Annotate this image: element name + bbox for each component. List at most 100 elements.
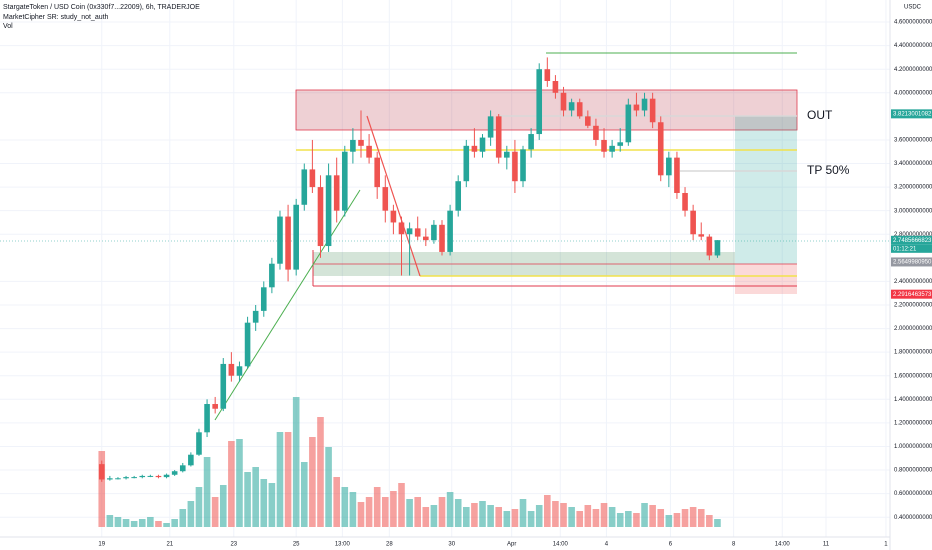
candle-body: [544, 69, 551, 81]
candle-body: [155, 475, 162, 478]
x-tick-label: 1: [884, 542, 888, 548]
volume-bar: [657, 509, 665, 527]
candle-body: [512, 151, 518, 182]
annotation: TP 50%: [807, 163, 850, 177]
candle-body: [188, 454, 194, 466]
volume-layer: [98, 397, 721, 527]
y-tick-label: 3.4000000000: [894, 161, 932, 167]
candle-body: [487, 116, 494, 138]
candle-body: [123, 477, 129, 479]
candle-body: [560, 92, 567, 111]
volume-bar: [641, 503, 648, 527]
candle-body: [536, 69, 543, 135]
volume-bar: [138, 519, 146, 527]
candle-body: [528, 134, 534, 150]
volume-bar: [114, 517, 122, 527]
candle-body: [131, 477, 137, 479]
volume-bar: [236, 439, 243, 527]
trend-line: [366, 115, 421, 277]
candle-body: [325, 175, 332, 247]
volume-bar: [454, 499, 462, 527]
candle-body: [633, 104, 640, 111]
volume-bar: [398, 483, 405, 527]
volume-bar: [673, 513, 681, 527]
y-tick-label: 1.6000000000: [894, 373, 932, 379]
candle-body: [431, 224, 437, 241]
candle-body: [171, 471, 178, 475]
candle-body: [479, 137, 486, 152]
volume-bar: [463, 507, 470, 527]
volume-bar: [155, 521, 162, 527]
candle-body: [666, 157, 672, 176]
candle-body: [617, 142, 624, 146]
volume-bar: [471, 503, 478, 527]
candle-body: [398, 222, 405, 235]
x-tick-label: 11: [823, 542, 830, 548]
candle-body: [147, 475, 154, 477]
x-tick-label: 21: [166, 542, 173, 548]
candle-body: [374, 157, 380, 188]
indicator-label: Vol: [3, 23, 13, 30]
candle-body: [455, 181, 462, 211]
candle-body: [228, 363, 235, 376]
candle-body: [252, 310, 259, 323]
candle-body: [107, 478, 113, 480]
x-tick-label: 30: [448, 542, 455, 548]
candle-body: [220, 363, 227, 409]
volume-bar: [365, 497, 373, 527]
volume-bar: [519, 499, 527, 527]
annotation: OUT: [807, 108, 833, 122]
price-label: 2.2916463573: [893, 292, 932, 298]
volume-bar: [333, 477, 340, 527]
y-tick-label: 1.0000000000: [894, 444, 932, 450]
price-label-box: [891, 235, 932, 245]
price-label: 2.5649980950: [893, 260, 932, 266]
volume-bar: [414, 497, 421, 527]
candle-body: [649, 98, 656, 123]
price-label-box: [891, 109, 932, 119]
volume-bar: [706, 515, 713, 527]
volume-bar: [430, 505, 438, 527]
candle-body: [706, 236, 713, 256]
candle-body: [463, 145, 470, 182]
candle-body: [601, 139, 607, 152]
y-tick-label: 0.6000000000: [894, 491, 932, 497]
volume-bar: [179, 509, 187, 527]
candle-body: [98, 464, 105, 480]
x-tick-label: 28: [386, 542, 393, 548]
volume-bar: [187, 501, 195, 527]
candle-body: [277, 216, 283, 264]
candle-body: [698, 234, 705, 237]
candle-body: [333, 175, 340, 211]
indicator-label: MarketCipher SR: study_not_auth: [3, 14, 109, 21]
volume-bar: [381, 497, 389, 527]
volume-bar: [211, 497, 219, 527]
volume-bar: [147, 517, 154, 527]
volume-bar: [438, 497, 446, 527]
candle-body: [382, 187, 389, 211]
candle-body: [593, 125, 599, 140]
y-tick-label: 4.6000000000: [894, 20, 932, 26]
candle-body: [674, 157, 680, 193]
volume-bar: [98, 451, 106, 527]
volume-bar: [292, 397, 300, 527]
candle-body: [236, 366, 243, 376]
x-tick-label: Apr: [507, 542, 516, 548]
candle-body: [625, 104, 632, 143]
position-loss: [735, 264, 797, 294]
candle-body: [350, 139, 356, 152]
candle-body: [358, 139, 364, 146]
volume-bar: [228, 441, 235, 527]
candle-body: [471, 145, 478, 152]
volume-bar: [357, 502, 365, 527]
volume-bar: [527, 511, 535, 527]
candles: [98, 57, 721, 482]
volume-bar: [252, 467, 259, 527]
y-tick-label: 3.6000000000: [894, 138, 932, 144]
y-tick-label: 4.2000000000: [894, 67, 932, 73]
volume-bar: [309, 437, 316, 527]
candle-body: [414, 228, 421, 237]
volume-bar: [406, 499, 413, 527]
volume-bar: [317, 417, 324, 527]
